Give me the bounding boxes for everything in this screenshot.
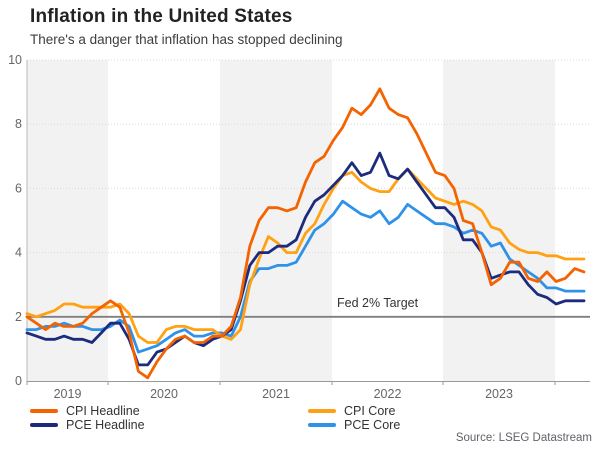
series-line-cpi-core (25, 167, 586, 344)
fed-target-label: Fed 2% Target (337, 296, 419, 310)
chart-title: Inflation in the United States (30, 6, 293, 27)
y-axis-tick-label: 10 (8, 53, 22, 67)
x-axis-tick-label: 2022 (374, 387, 402, 401)
chart-subtitle: There's a danger that inflation has stop… (30, 32, 343, 47)
year-band (27, 60, 108, 381)
series-line-cpi-headline (25, 87, 586, 380)
y-axis-tick-label: 4 (15, 246, 22, 260)
x-axis-tick-label: 2019 (54, 387, 82, 401)
y-axis-tick-label: 8 (15, 117, 22, 131)
series-line-pce-headline (25, 151, 586, 367)
series-line-pce-core (25, 199, 586, 354)
y-axis-tick-label: 2 (15, 310, 22, 324)
source-credit: Source: LSEG Datastream (455, 432, 592, 444)
year-band (220, 60, 332, 381)
y-axis-tick-label: 6 (15, 181, 22, 195)
y-axis-tick-label: 0 (15, 374, 22, 388)
x-axis-tick-label: 2023 (485, 387, 513, 401)
x-axis-tick-label: 2021 (262, 387, 290, 401)
year-band (443, 60, 555, 381)
x-axis-tick-label: 2020 (150, 387, 178, 401)
